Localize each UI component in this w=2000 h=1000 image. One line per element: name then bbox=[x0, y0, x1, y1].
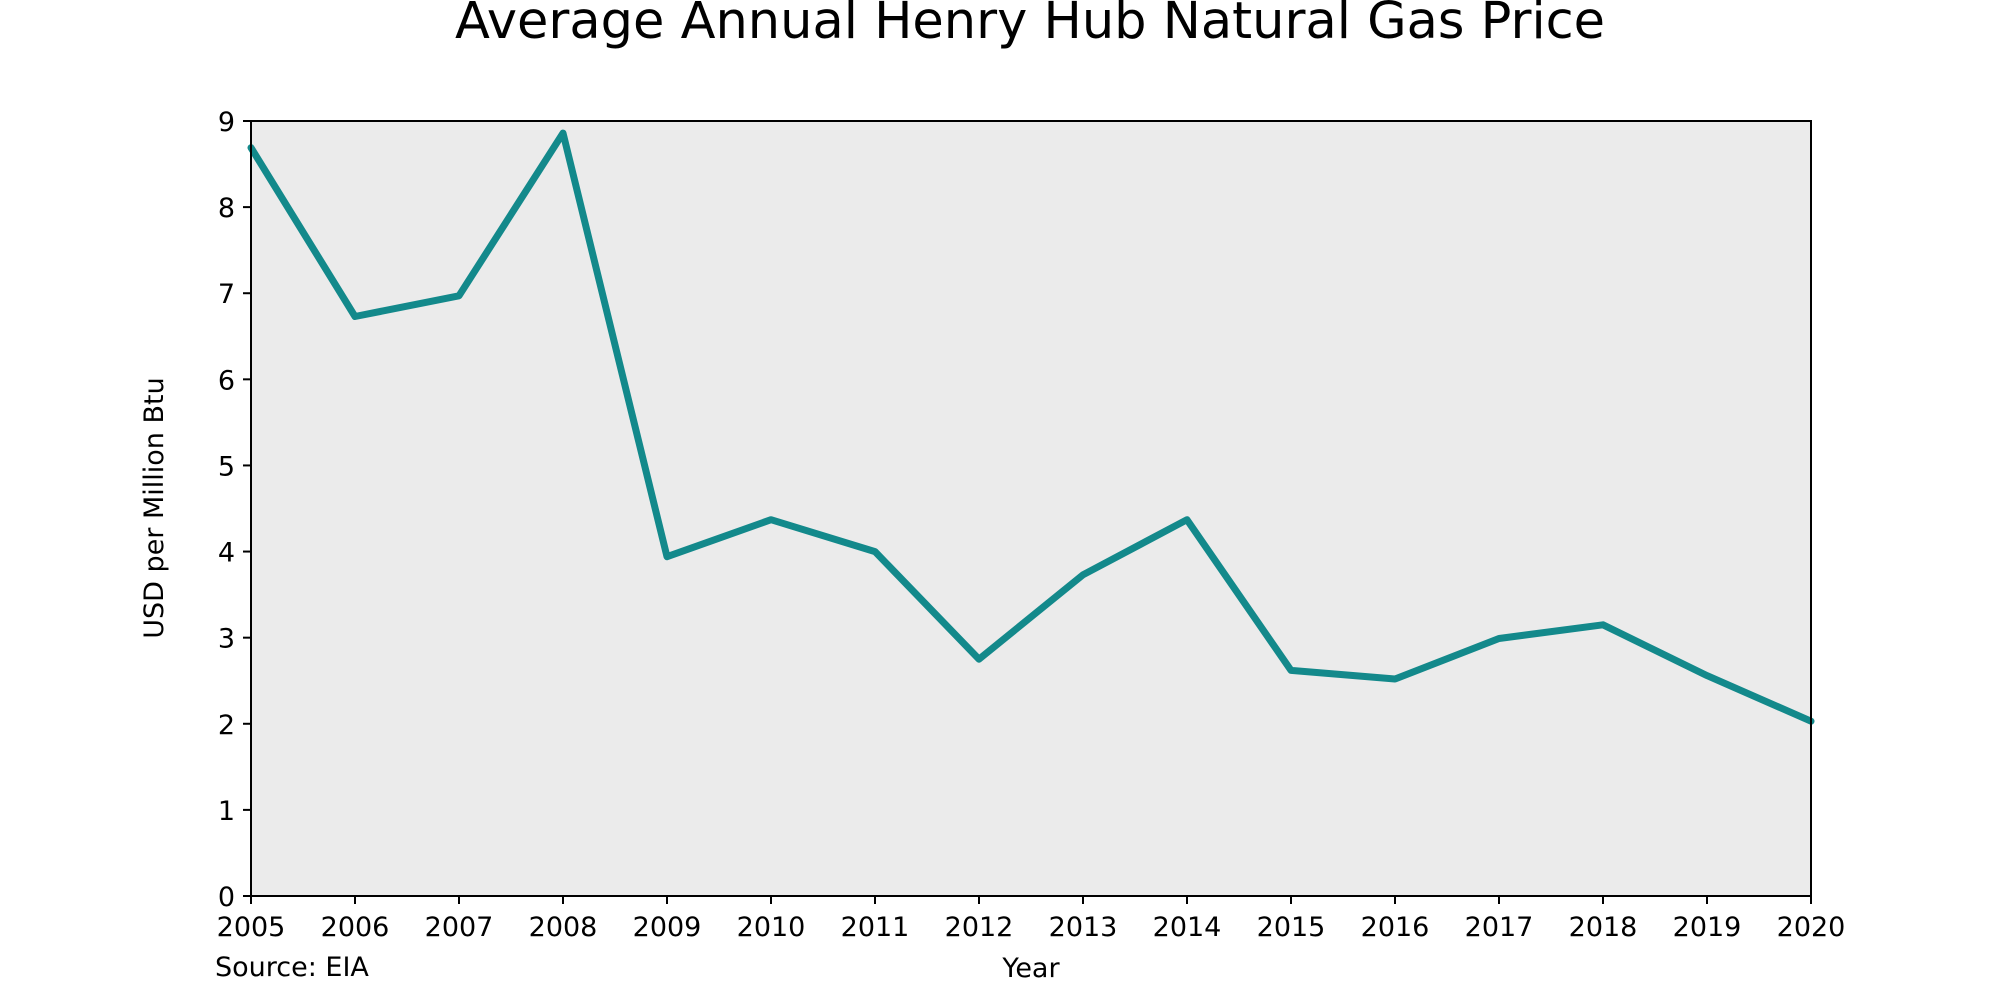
x-tick-label: 2012 bbox=[945, 912, 1014, 943]
x-tick-label: 2017 bbox=[1465, 912, 1534, 943]
x-tick-label: 2019 bbox=[1673, 912, 1742, 943]
y-tick-label: 8 bbox=[218, 193, 235, 224]
x-tick-label: 2010 bbox=[737, 912, 806, 943]
y-tick-label: 6 bbox=[218, 365, 235, 396]
x-axis: 2005 2006 2007 2008 2009 2010 2011 2012 2013 2014… bbox=[217, 896, 1846, 943]
series-line-henry-hub-price bbox=[247, 129, 1815, 725]
x-axis-label: Year bbox=[1001, 953, 1060, 984]
x-tick-label: 2014 bbox=[1153, 912, 1222, 943]
x-tick-label: 2006 bbox=[321, 912, 390, 943]
x-tick-label: 2007 bbox=[425, 912, 494, 943]
chart-title: Average Annual Henry Hub Natural Gas Pri… bbox=[455, 0, 1605, 51]
y-tick-label: 3 bbox=[218, 624, 235, 655]
x-tick-label: 2013 bbox=[1049, 912, 1118, 943]
plot-area bbox=[251, 121, 1811, 896]
y-tick-label: 4 bbox=[218, 538, 235, 569]
y-tick-label: 9 bbox=[218, 107, 235, 138]
x-tick-label: 2008 bbox=[529, 912, 598, 943]
x-tick-label: 2005 bbox=[217, 912, 286, 943]
y-tick-label: 7 bbox=[218, 279, 235, 310]
plot-frame bbox=[250, 120, 1812, 897]
y-axis: 0 1 2 3 4 5 6 7 8 9 bbox=[218, 107, 251, 913]
y-tick-label: 2 bbox=[218, 710, 235, 741]
x-tick-label: 2018 bbox=[1569, 912, 1638, 943]
x-tick-label: 2015 bbox=[1257, 912, 1326, 943]
y-tick-label: 1 bbox=[218, 796, 235, 827]
y-axis-label: USD per Million Btu bbox=[139, 377, 170, 638]
x-tick-label: 2011 bbox=[841, 912, 910, 943]
source-note: Source: EIA bbox=[215, 952, 369, 983]
x-tick-label: 2020 bbox=[1777, 912, 1846, 943]
y-tick-label: 5 bbox=[218, 451, 235, 482]
x-tick-label: 2009 bbox=[633, 912, 702, 943]
x-tick-label: 2016 bbox=[1361, 912, 1430, 943]
y-tick-label: 0 bbox=[218, 882, 235, 913]
